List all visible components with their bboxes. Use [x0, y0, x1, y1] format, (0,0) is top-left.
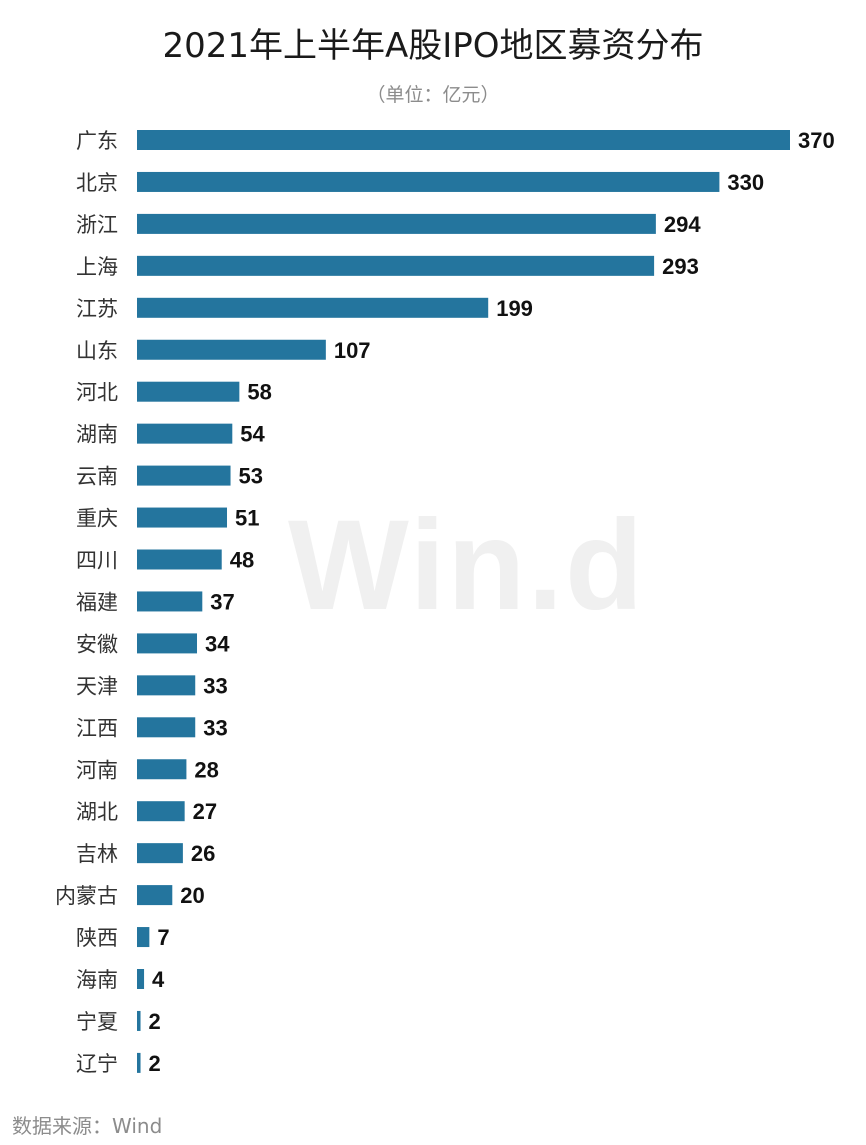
category-label: 内蒙古: [55, 884, 118, 908]
bar: [137, 717, 196, 738]
category-label: 四川: [76, 549, 118, 573]
data-label: 33: [203, 673, 227, 698]
data-label: 28: [194, 757, 218, 782]
category-label: 宁夏: [76, 1010, 118, 1034]
category-label: 吉林: [76, 842, 118, 866]
bar: [137, 297, 489, 318]
category-label: 河南: [76, 758, 118, 782]
data-label: 293: [662, 254, 699, 279]
data-label: 58: [247, 380, 271, 405]
source-note: 数据来源：Wind: [12, 1114, 163, 1138]
bar: [137, 549, 222, 570]
bar: [137, 843, 183, 864]
category-label: 上海: [76, 255, 118, 279]
category-label: 云南: [76, 465, 118, 489]
category-label: 辽宁: [76, 1052, 118, 1076]
category-label: 海南: [76, 968, 118, 992]
chart-unit-subtitle: （单位：亿元）: [366, 84, 500, 106]
bar: [137, 255, 655, 276]
category-label: 浙江: [76, 213, 118, 237]
bar: [137, 591, 203, 612]
category-label: 天津: [76, 674, 118, 698]
bar: [137, 130, 790, 150]
bar: [137, 969, 145, 989]
bar: [137, 171, 720, 192]
data-label: 2: [149, 1051, 161, 1076]
category-label: 湖北: [76, 800, 118, 824]
category-label: 湖南: [76, 423, 118, 447]
watermark-logo: Win.d: [288, 494, 646, 637]
bar: [137, 1052, 141, 1073]
data-label: 2: [149, 1009, 161, 1034]
data-label: 48: [230, 548, 254, 573]
bar: [137, 801, 185, 822]
bar: [137, 759, 187, 780]
data-label: 26: [191, 841, 215, 866]
data-label: 51: [235, 506, 259, 531]
data-label: 294: [664, 212, 701, 237]
data-label: 370: [798, 128, 835, 153]
category-label: 山东: [76, 339, 118, 363]
data-label: 20: [180, 883, 204, 908]
category-label: 河北: [76, 381, 118, 405]
bar: [137, 507, 228, 528]
category-label: 陕西: [76, 926, 118, 950]
data-label: 34: [205, 631, 230, 656]
data-label: 27: [193, 799, 217, 824]
bar: [137, 927, 150, 948]
category-label: 重庆: [76, 507, 118, 531]
bar: [137, 423, 233, 444]
bar: [137, 885, 173, 906]
data-label: 107: [334, 338, 371, 363]
bar: [137, 213, 656, 234]
data-label: 199: [496, 296, 533, 321]
bar: [137, 675, 196, 696]
data-label: 7: [157, 925, 169, 950]
category-label: 江西: [76, 716, 118, 740]
data-label: 33: [203, 715, 227, 740]
bar: [137, 339, 326, 360]
data-label: 54: [240, 422, 265, 447]
category-label: 广东: [76, 129, 118, 153]
data-label: 4: [152, 967, 165, 992]
bar: [137, 381, 240, 402]
data-label: 37: [210, 589, 234, 614]
bar: [137, 633, 198, 654]
category-label: 北京: [76, 171, 118, 195]
bar: [137, 465, 231, 486]
data-label: 53: [239, 464, 263, 489]
category-label: 江苏: [76, 297, 118, 321]
category-label: 福建: [76, 590, 118, 614]
category-label: 安徽: [76, 632, 118, 656]
chart-title: 2021年上半年A股IPO地区募资分布: [162, 26, 704, 66]
bar: [137, 1010, 141, 1031]
data-label: 330: [727, 170, 764, 195]
